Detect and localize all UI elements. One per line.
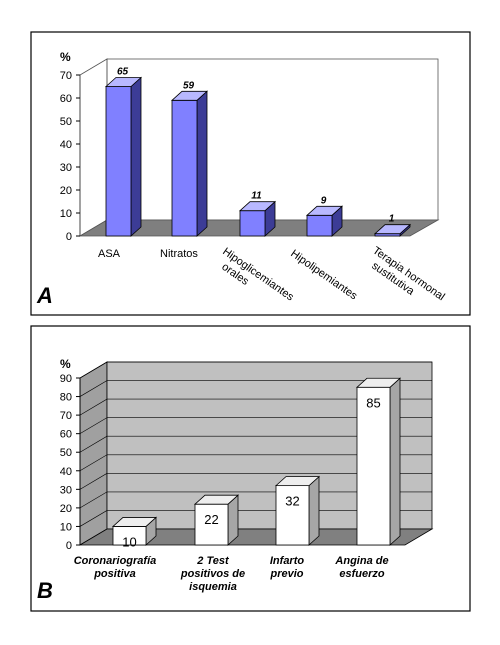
panel-b-bar-top bbox=[355, 377, 402, 388]
panel-b-category-label-line: positivos de bbox=[180, 568, 245, 580]
panel-b-data-label: 32 bbox=[285, 494, 299, 509]
panel-a-y-tick-label: 20 bbox=[60, 185, 72, 197]
panel-a-y-tick-label: 60 bbox=[60, 93, 72, 105]
panel-a-y-tick-label: 70 bbox=[60, 70, 72, 82]
panel-a-bar-top bbox=[305, 205, 344, 216]
panel-b-category-label-line: Angina de bbox=[334, 555, 388, 567]
panel-b-category-label-line: positiva bbox=[93, 568, 136, 580]
panel-a-category-label: ASA bbox=[98, 248, 121, 260]
panel-a-category-label: Terapia hormonalsustitutiva bbox=[363, 245, 447, 314]
panel-a-back-wall bbox=[106, 58, 439, 221]
panel-b-gridline bbox=[79, 417, 432, 434]
panel-b-gridline bbox=[79, 454, 432, 472]
panel-b-bar-top bbox=[193, 494, 240, 505]
panel-a: 0 10 20 30 40 50 60 70% 65 59 11 9 1 ASA Nitratos Hipog… bbox=[30, 31, 471, 316]
panel-a-y-axis-label: % bbox=[60, 50, 71, 64]
panel-a-bar bbox=[171, 99, 198, 237]
panel-a-bar-side bbox=[130, 76, 142, 237]
panel-b-gridline bbox=[79, 380, 432, 397]
panel-a-bar-top bbox=[238, 201, 277, 212]
panel-a-frame bbox=[30, 31, 471, 316]
panel-a-data-label: 59 bbox=[183, 80, 195, 91]
panel-a-category-label: Hipolipemiantes bbox=[288, 248, 359, 303]
panel-a-data-label: 9 bbox=[321, 195, 327, 206]
panel-b-y-tick-label: 0 bbox=[66, 540, 72, 552]
panel-b-y-axis-label: % bbox=[60, 357, 71, 371]
panel-b-category-label-line: 2 Test bbox=[196, 555, 230, 567]
panel-b-y-tick-label: 90 bbox=[60, 373, 72, 385]
panel-a-side-wall bbox=[79, 58, 108, 237]
panel-b-category-label-line: esfuerzo bbox=[339, 568, 385, 580]
panel-b-bar-top bbox=[274, 476, 321, 487]
panel-a-bar bbox=[306, 214, 333, 237]
panel-a-category-label: Hipoglicemiantesorales bbox=[213, 246, 296, 315]
panel-b-bar bbox=[275, 485, 310, 546]
panel-b-gridline bbox=[79, 491, 432, 509]
panel-a-y-tick-label: 30 bbox=[60, 162, 72, 174]
panel-b-category-label: 2 Test positivos de isquemia bbox=[180, 555, 245, 593]
panel-b-category-label-line: previo bbox=[269, 568, 303, 580]
panel-a-y-tick-label: 40 bbox=[60, 139, 72, 151]
panel-b-category-label-line: Coronariografía bbox=[74, 555, 157, 567]
panel-b-gridline bbox=[79, 361, 432, 379]
panel-a-bar bbox=[105, 86, 132, 237]
panel-b-frame bbox=[30, 325, 471, 612]
panel-b-y-tick-label: 80 bbox=[60, 392, 72, 404]
panel-b-gridline bbox=[79, 510, 432, 527]
panel-b-category-label: Infarto previo bbox=[269, 555, 304, 580]
panel-b-gridline bbox=[79, 398, 432, 416]
panel-b-data-label: 10 bbox=[122, 534, 136, 549]
panel-b-bar bbox=[194, 503, 229, 546]
panel-b-y-tick-label: 40 bbox=[60, 466, 72, 478]
panel-a-category-label-line: Hipolipemiantes bbox=[288, 248, 359, 303]
panel-b-y-tick-label: 20 bbox=[60, 503, 72, 515]
panel-b-y-tick-label: 60 bbox=[60, 429, 72, 441]
panel-b-gridline bbox=[79, 435, 432, 453]
panel-a-data-label: 1 bbox=[389, 214, 395, 225]
panel-a-bar-top bbox=[170, 90, 209, 101]
panel-b-category-label: Angina de esfuerzo bbox=[334, 555, 388, 580]
panel-b-y-tick-label: 10 bbox=[60, 521, 72, 533]
panel-a-letter: A bbox=[36, 283, 53, 308]
panel-b-bar-side bbox=[389, 377, 401, 546]
panel-a-bar-top bbox=[104, 77, 143, 87]
panel-a-category-label-line: Nitratos bbox=[160, 248, 198, 260]
panel-a-y-tick-label: 50 bbox=[60, 116, 72, 128]
panel-b-category-label-line: Infarto bbox=[270, 555, 305, 567]
panel-b-y-tick-label: 30 bbox=[60, 484, 72, 496]
panel-b: 0 10 20 30 40 50 60 70 80 90% 10 22 32 85 Coronariogra… bbox=[30, 325, 471, 612]
panel-b-y-tick-label: 50 bbox=[60, 447, 72, 459]
panel-a-bar-top bbox=[373, 224, 412, 235]
panel-a-bar-side bbox=[196, 90, 208, 237]
panel-b-gridline bbox=[79, 473, 432, 490]
panel-a-y-tick-label: 0 bbox=[66, 231, 72, 243]
panel-a-y-tick-label: 10 bbox=[60, 208, 72, 220]
panel-a-data-label: 11 bbox=[251, 191, 262, 202]
panel-a-category-label-line: ASA bbox=[98, 248, 121, 260]
panel-b-bar-top bbox=[111, 517, 158, 527]
panel-b-side-wall bbox=[79, 361, 108, 546]
panel-b-y-tick-label: 70 bbox=[60, 410, 72, 422]
panel-b-category-label: Coronariografía positiva bbox=[74, 555, 157, 580]
panel-a-data-label: 65 bbox=[117, 67, 129, 78]
panel-a-category-label: Nitratos bbox=[160, 248, 198, 260]
panel-b-data-label: 22 bbox=[204, 512, 218, 527]
panel-b-bar-side bbox=[308, 475, 320, 546]
panel-b-data-label: 85 bbox=[366, 395, 380, 410]
panel-b-letter: B bbox=[37, 578, 53, 603]
panel-a-bar bbox=[239, 210, 266, 237]
panel-b-category-label-line: isquemia bbox=[189, 581, 237, 593]
panel-b-bar bbox=[356, 386, 391, 546]
